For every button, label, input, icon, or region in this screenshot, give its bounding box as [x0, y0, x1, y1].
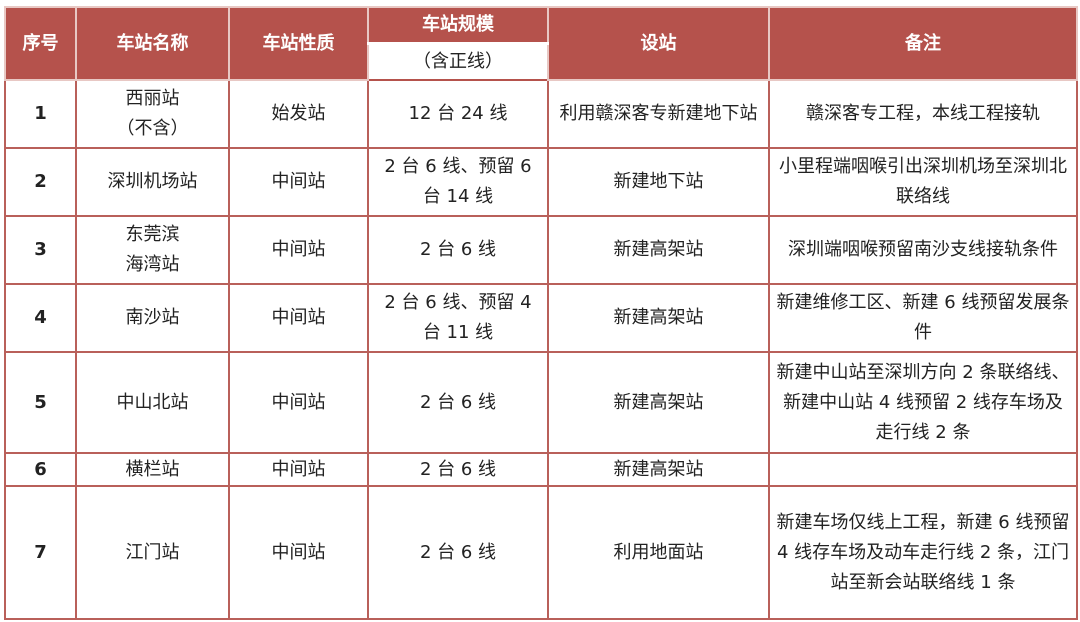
table-row: 5 中山北站 中间站 2 台 6 线新建高架站 新建中山站至深圳方向 2 条联络线、新建…	[4, 351, 1078, 454]
cell-scale: 2 台 6 线	[367, 452, 549, 487]
cell-no: 6	[4, 452, 77, 487]
cell-build: 新建高架站	[547, 452, 770, 487]
cell-type: 中间站	[228, 283, 369, 353]
cell-name: 深圳机场站	[75, 147, 230, 217]
station-table: 序号 车站名称 车站性质 车站规模 设站 备注 （含正线） 1 西丽站 （不含）始…	[4, 6, 1078, 620]
cell-note: 赣深客专工程，本线工程接轨	[768, 79, 1078, 149]
cell-scale: 2 台 6 线、预留 4 台 11 线	[367, 283, 549, 353]
cell-build: 新建高架站	[547, 351, 770, 454]
cell-build: 利用赣深客专新建地下站	[547, 79, 770, 149]
header-no: 序号	[4, 6, 77, 81]
cell-build: 新建高架站	[547, 283, 770, 353]
cell-type: 中间站	[228, 485, 369, 620]
header-note: 备注	[768, 6, 1078, 81]
cell-name: 江门站	[75, 485, 230, 620]
cell-no: 7	[4, 485, 77, 620]
header-scale: 车站规模	[367, 6, 549, 45]
table-row: 3 东莞滨 海湾站 中间站 2 台 6 线新建高架站 深圳端咽喉预留南沙支线接轨条件	[4, 215, 1078, 285]
cell-scale: 2 台 6 线	[367, 215, 549, 285]
cell-name: 南沙站	[75, 283, 230, 353]
cell-name: 东莞滨 海湾站	[75, 215, 230, 285]
table-row: 7 江门站 中间站 2 台 6 线利用地面站 新建车场仅线上工程，新建 6 线预留 4 …	[4, 485, 1078, 620]
cell-type: 中间站	[228, 147, 369, 217]
cell-name: 横栏站	[75, 452, 230, 487]
cell-note: 新建维修工区、新建 6 线预留发展条件	[768, 283, 1078, 353]
cell-no: 1	[4, 79, 77, 149]
cell-build: 新建高架站	[547, 215, 770, 285]
cell-note: 新建中山站至深圳方向 2 条联络线、新建中山站 4 线预留 2 线存车场及走行线…	[768, 351, 1078, 454]
cell-note: 深圳端咽喉预留南沙支线接轨条件	[768, 215, 1078, 285]
cell-note: 新建车场仅线上工程，新建 6 线预留 4 线存车场及动车走行线 2 条，江门站至…	[768, 485, 1078, 620]
table-row: 4 南沙站 中间站 2 台 6 线、预留 4 台 11 线新建高架站 新建维修工区、新建…	[4, 283, 1078, 353]
header-build: 设站	[547, 6, 770, 81]
cell-no: 4	[4, 283, 77, 353]
table-row: 2 深圳机场站 中间站 2 台 6 线、预留 6 台 14 线新建地下站 小里程端咽喉引…	[4, 147, 1078, 217]
cell-scale: 2 台 6 线	[367, 485, 549, 620]
cell-note	[768, 452, 1078, 487]
cell-name: 西丽站 （不含）	[75, 79, 230, 149]
table-row: 6 横栏站 中间站 2 台 6 线新建高架站	[4, 452, 1078, 487]
cell-note: 小里程端咽喉引出深圳机场至深圳北联络线	[768, 147, 1078, 217]
cell-name: 中山北站	[75, 351, 230, 454]
header-type: 车站性质	[228, 6, 369, 81]
cell-no: 5	[4, 351, 77, 454]
cell-type: 中间站	[228, 215, 369, 285]
header-scale-sub: （含正线）	[367, 42, 549, 81]
cell-scale: 2 台 6 线、预留 6 台 14 线	[367, 147, 549, 217]
table-row: 1 西丽站 （不含） 始发站 12 台 24 线利用赣深客专新建地下站 赣深客专工程，本…	[4, 79, 1078, 149]
cell-no: 2	[4, 147, 77, 217]
cell-scale: 12 台 24 线	[367, 79, 549, 149]
header-name: 车站名称	[75, 6, 230, 81]
cell-type: 中间站	[228, 351, 369, 454]
cell-scale: 2 台 6 线	[367, 351, 549, 454]
cell-build: 利用地面站	[547, 485, 770, 620]
cell-type: 中间站	[228, 452, 369, 487]
cell-build: 新建地下站	[547, 147, 770, 217]
cell-no: 3	[4, 215, 77, 285]
cell-type: 始发站	[228, 79, 369, 149]
